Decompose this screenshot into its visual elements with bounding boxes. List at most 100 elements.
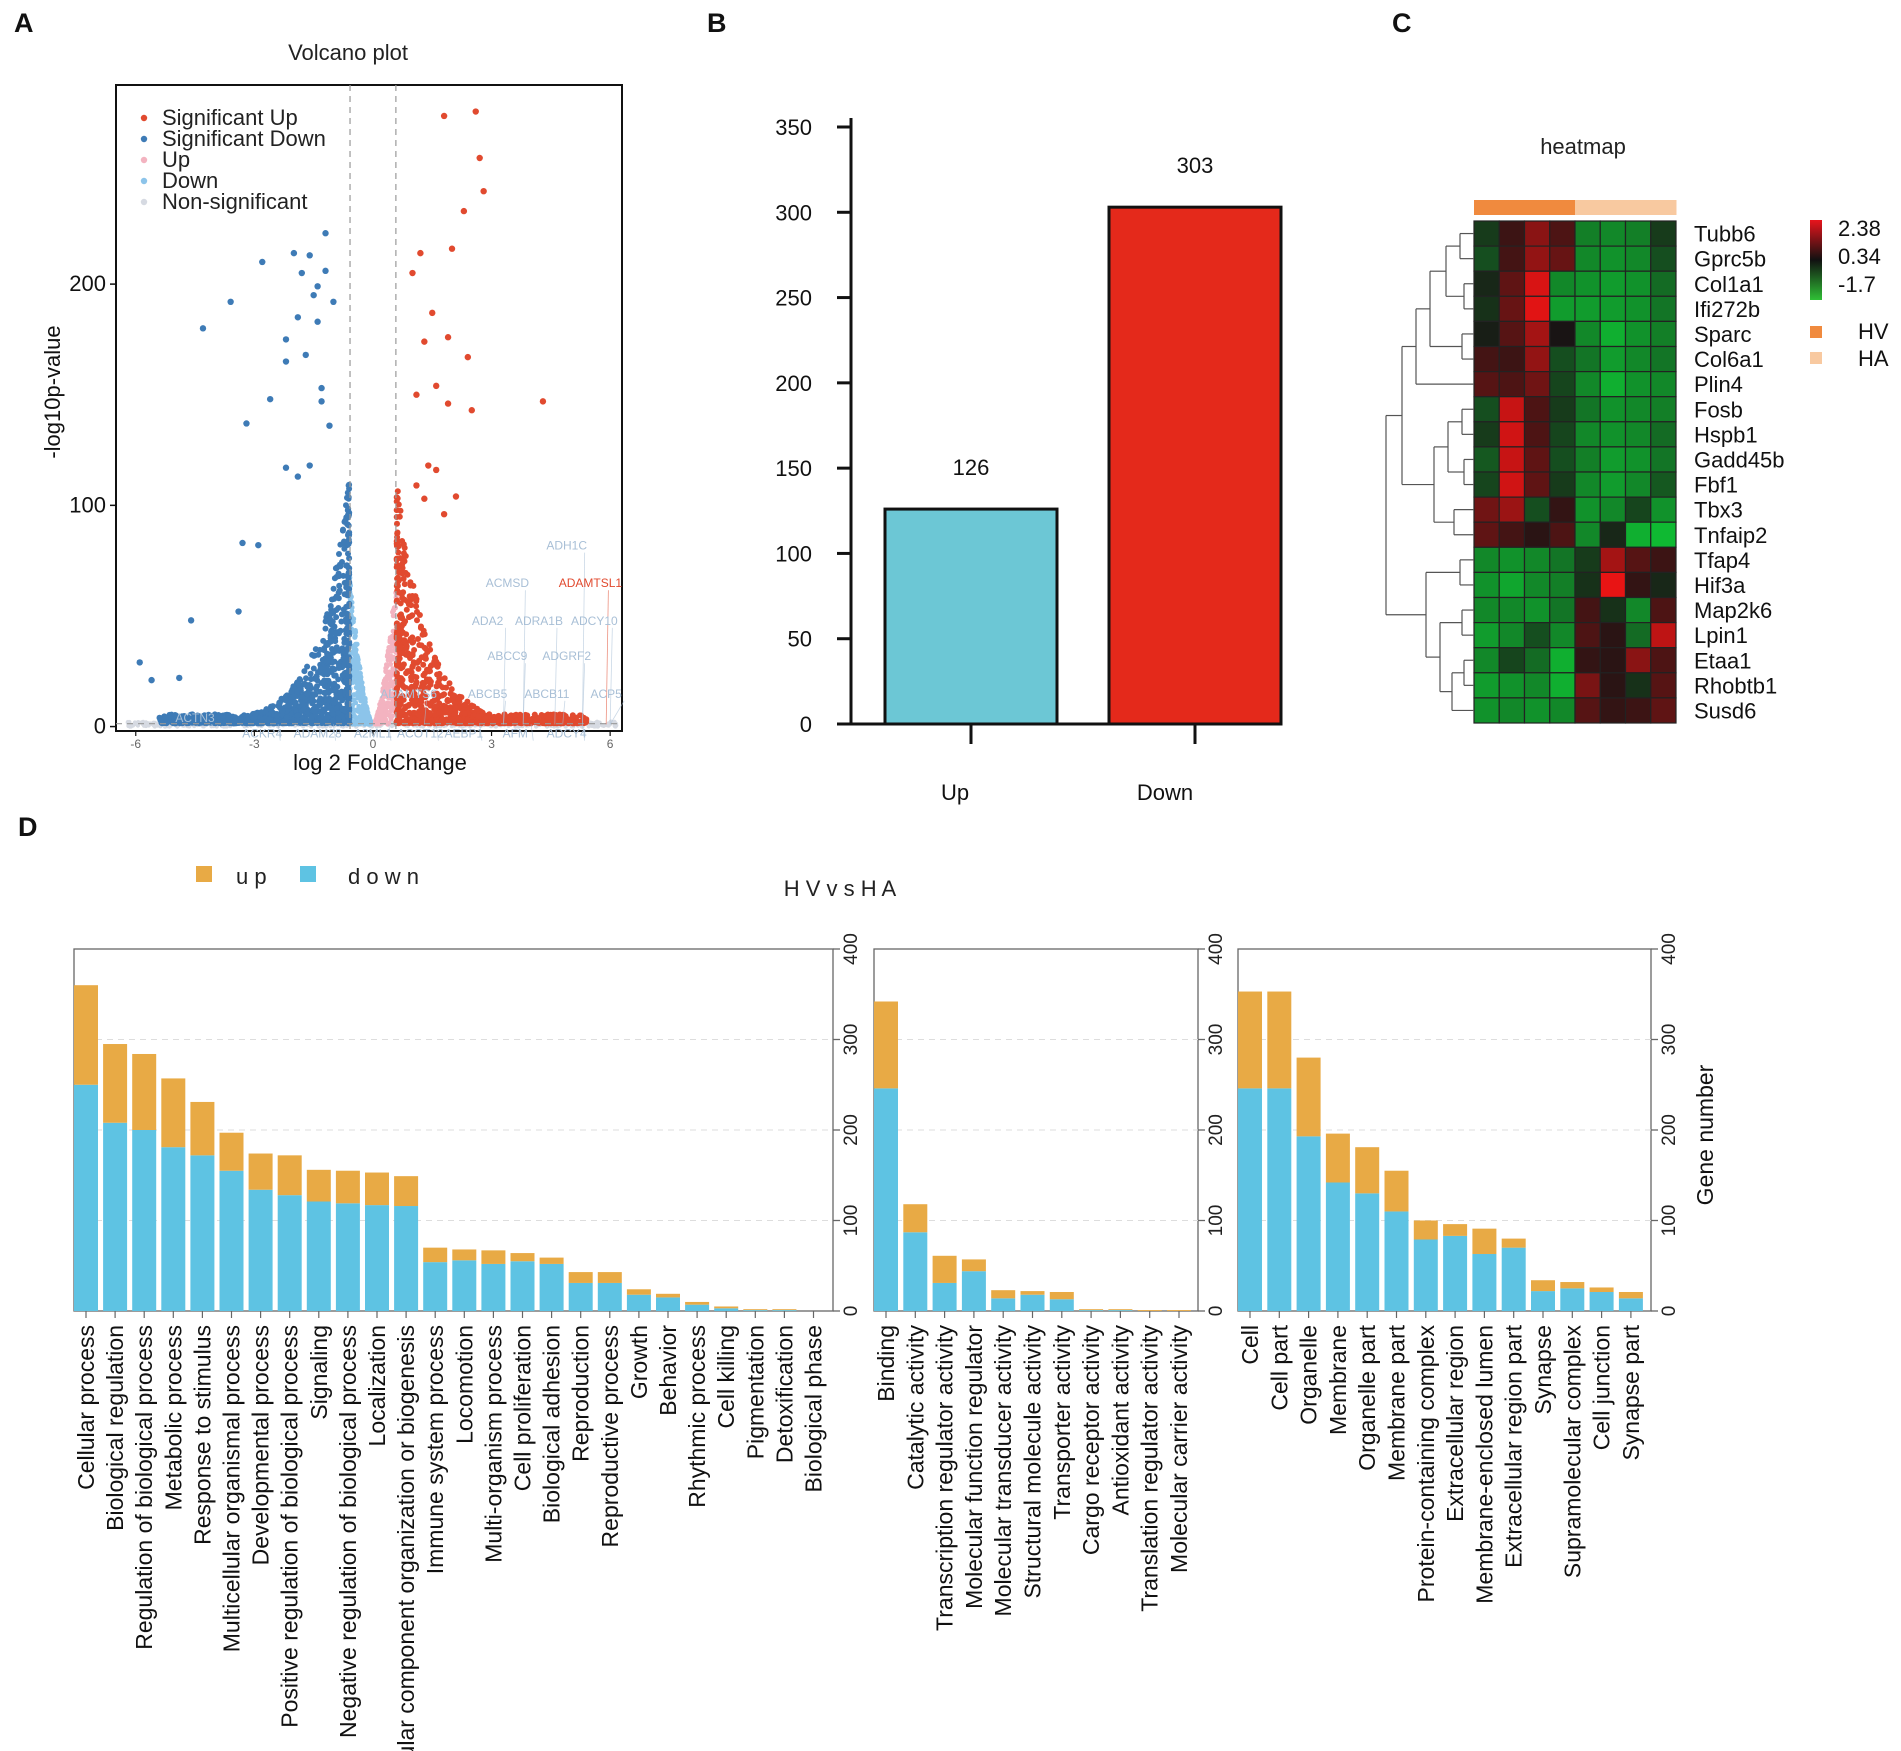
heatmap-cell <box>1599 295 1627 322</box>
volcano-point-sig-down <box>332 638 339 645</box>
heatmap-row-label: Etaa1 <box>1694 648 1752 673</box>
volcano-point-sig-down <box>279 708 286 715</box>
go-bar-up <box>1296 1057 1321 1137</box>
volcano-point-sig-up <box>399 621 406 628</box>
volcano-point-sig-up <box>424 700 431 707</box>
heatmap-cell <box>1650 596 1677 624</box>
heatmap-cell <box>1473 571 1500 599</box>
heatmap-dendrogram <box>1385 232 1474 712</box>
heatmap-cell <box>1498 220 1526 247</box>
go-bar-up <box>190 1101 215 1156</box>
heatmap-row-label: Hif3a <box>1694 573 1746 598</box>
volcano-point-sig-down <box>320 666 327 672</box>
volcano-point-sig-up <box>439 692 445 699</box>
heatmap-cell <box>1650 245 1677 272</box>
go-category-label: Immune system process <box>422 1325 448 1574</box>
volcano-point-sig-down <box>162 714 169 721</box>
go-bar-up <box>772 1309 797 1311</box>
heatmap-cell <box>1574 396 1601 423</box>
go-bar-down <box>74 1084 98 1311</box>
go-category-label: Antioxidant activity <box>1107 1325 1133 1516</box>
volcano-legend-marker <box>140 198 148 206</box>
go-category-label: Metabolic process <box>160 1325 186 1510</box>
heatmap-cell <box>1624 345 1652 373</box>
volcano-point-sig-up <box>419 679 426 686</box>
go-category-label: Membrane part <box>1384 1324 1410 1481</box>
heatmap-cell <box>1549 220 1576 247</box>
volcano-point-sig-up <box>428 662 435 669</box>
volcano-point-sig-up <box>426 641 433 648</box>
volcano-point-up <box>387 635 393 641</box>
heatmap-cell <box>1498 672 1526 699</box>
heatmap-cell <box>1549 396 1576 423</box>
heatmap-cell <box>1599 421 1627 448</box>
go-bar-down <box>306 1201 331 1311</box>
volcano-point-sig-down <box>338 611 345 618</box>
heatmap-cells <box>1473 220 1677 724</box>
go-bar-up <box>1355 1147 1380 1194</box>
go-bar-down <box>961 1271 986 1311</box>
volcano-point-sig-down <box>329 710 336 717</box>
volcano-point-sig-up <box>451 710 458 717</box>
go-bar-up <box>161 1078 186 1148</box>
volcano-threshold-lines <box>116 85 622 731</box>
heatmap-row-label: Sparc <box>1694 322 1751 347</box>
volcano-point-sig-up <box>406 716 413 723</box>
volcano-point-sig-up <box>395 569 402 576</box>
go-category-label: Molecular transducer activity <box>990 1325 1016 1617</box>
go-bar-up <box>656 1293 680 1298</box>
volcano-point-sig-up <box>393 694 400 701</box>
volcano-legend-label: Significant Down <box>162 126 326 151</box>
volcano-point-sig-up <box>411 647 418 653</box>
heatmap-cell <box>1650 446 1677 473</box>
volcano-point-sig-up <box>408 602 414 608</box>
heatmap-row-labels: Tubb6Gprc5bCol1a1Ifi272bSparcCol6a1Plin4… <box>1694 222 1785 724</box>
volcano-point-sig-up <box>475 713 482 720</box>
volcano-point-up <box>380 699 386 705</box>
volcano-point-sig-down <box>339 645 346 652</box>
volcano-point-up <box>376 706 382 712</box>
volcano-gene-label: ADGRF2 <box>542 649 591 663</box>
heatmap-cell <box>1624 521 1652 548</box>
volcano-point-sig-down <box>269 703 276 710</box>
heatmap-cell <box>1624 220 1652 247</box>
deg-ytick-label: 0 <box>800 712 812 737</box>
heatmap-cell <box>1574 345 1601 373</box>
volcano-point-sig-down <box>313 673 320 680</box>
heatmap-cell <box>1549 546 1576 573</box>
volcano-point-sig-up <box>404 650 411 657</box>
volcano-gene-leader <box>210 723 214 726</box>
volcano-point-sig-down <box>313 686 320 693</box>
volcano-point-sig-up <box>403 606 410 613</box>
volcano-point-sig-up <box>403 645 410 651</box>
go-bar-down <box>1079 1310 1104 1311</box>
go-category-label: Rhythmic process <box>684 1325 710 1508</box>
go-bar-up <box>1049 1291 1074 1300</box>
volcano-point-sig-down <box>136 659 143 666</box>
volcano-point-sig-up <box>414 717 421 724</box>
volcano-point-sig-up <box>440 112 448 120</box>
volcano-point-down <box>351 659 357 665</box>
volcano-point-sig-up <box>393 494 400 501</box>
go-bar-down <box>132 1130 157 1311</box>
volcano-gene-label: ADCY10 <box>571 614 618 628</box>
volcano-point-sig-up <box>418 704 425 711</box>
volcano-title: Volcano plot <box>288 40 408 65</box>
heatmap-cell <box>1498 396 1526 423</box>
heatmap-cell <box>1523 496 1551 523</box>
volcano-point-sig-down <box>295 679 302 686</box>
volcano-point-down <box>358 674 364 680</box>
volcano-point-sig-down <box>327 638 334 645</box>
go-category-label: Cellular process <box>73 1325 99 1490</box>
go-bar-up <box>1108 1309 1133 1311</box>
volcano-point-sig-up <box>480 187 487 195</box>
volcano-point-sig-up <box>419 631 426 638</box>
legend-ha-swatch <box>1810 352 1822 364</box>
heatmap-cell <box>1624 320 1652 348</box>
heatmap-cell <box>1650 647 1677 674</box>
deg-ytick-label: 200 <box>775 371 812 396</box>
deg-bar-value-label: 303 <box>1177 153 1214 178</box>
heatmap-cell <box>1624 245 1652 272</box>
heatmap-cell <box>1523 320 1551 348</box>
volcano-point-down <box>355 690 361 696</box>
